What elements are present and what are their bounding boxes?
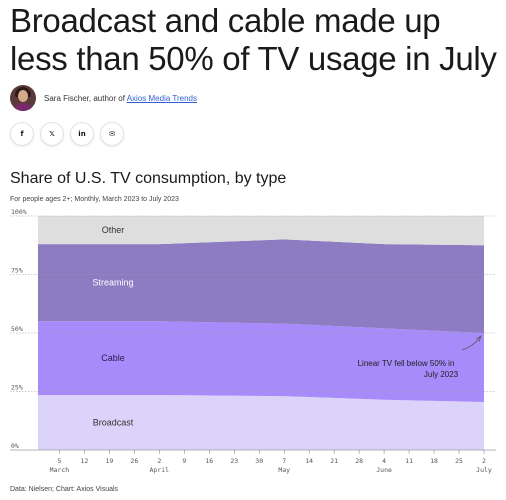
x-tick-label: 14 <box>305 457 313 465</box>
annotation-arrow <box>461 336 481 351</box>
annotation: Linear TV fell below 50% in July 2023 <box>358 335 482 379</box>
x-month-label: June <box>376 466 392 474</box>
x-axis-ticks: 5 12 19 26 2 9 16 23 30 7 14 21 28 4 11 18 25 2 March April… <box>50 450 492 474</box>
x-tick-label: 23 <box>230 457 238 465</box>
x-tick-label: 19 <box>105 457 113 465</box>
x-tick-label: 2 <box>157 457 161 465</box>
series-label-streaming: Streaming <box>92 278 133 288</box>
twitter-icon: 𝕏 <box>49 130 55 138</box>
x-tick-label: 28 <box>355 457 363 465</box>
x-tick-label: 9 <box>182 457 186 465</box>
x-tick-label: 25 <box>455 457 463 465</box>
x-month-label: July <box>476 466 492 474</box>
article-headline: Broadcast and cable made up less than 50… <box>10 2 497 77</box>
byline-text: Sara Fischer, author of Axios Media Tren… <box>44 94 197 103</box>
annotation-arrowhead <box>475 335 482 343</box>
series-label-broadcast: Broadcast <box>93 418 134 428</box>
byline: Sara Fischer, author of Axios Media Tren… <box>10 84 197 112</box>
x-tick-label: 5 <box>57 457 61 465</box>
x-tick-label: 16 <box>205 457 213 465</box>
series-label-cable: Cable <box>101 353 125 363</box>
newsletter-link[interactable]: Axios Media Trends <box>126 93 197 103</box>
x-tick-label: 30 <box>255 457 263 465</box>
series-label-other: Other <box>102 225 125 235</box>
y-tick-label: 0% <box>11 442 19 450</box>
y-tick-label: 100% <box>11 208 27 216</box>
source-note: Data: Nielsen; Chart: Axios Visuals <box>10 486 119 493</box>
chart-subtitle: For people ages 2+; Monthly, March 2023 … <box>10 196 179 203</box>
x-month-label: March <box>50 466 70 474</box>
y-tick-label: 50% <box>11 325 23 333</box>
x-tick-label: 26 <box>130 457 138 465</box>
linkedin-share-button[interactable]: in <box>70 122 94 146</box>
gridlines <box>10 215 496 451</box>
area-streaming <box>38 239 484 333</box>
y-axis-labels: 0% 25% 50% 75% 100% <box>11 208 27 450</box>
byline-prefix: Sara Fischer, author of <box>44 93 127 103</box>
area-other <box>38 216 484 246</box>
series-labels: Broadcast Cable Streaming Other <box>92 225 133 428</box>
x-tick-label: 7 <box>282 457 286 465</box>
annotation-line-2: July 2023 <box>424 370 459 379</box>
area-broadcast <box>38 395 484 450</box>
x-tick-label: 21 <box>330 457 338 465</box>
facebook-icon: f <box>20 130 24 138</box>
email-share-button[interactable]: ✉ <box>100 122 124 146</box>
x-tick-label: 18 <box>430 457 438 465</box>
share-bar: f 𝕏 in ✉ <box>10 122 124 146</box>
x-month-label: May <box>278 466 290 474</box>
email-icon: ✉ <box>109 130 115 138</box>
chart-title: Share of U.S. TV consumption, by type <box>10 170 287 187</box>
area-cable <box>38 321 484 403</box>
x-tick-label: 4 <box>382 457 386 465</box>
x-tick-label: 2 <box>482 457 486 465</box>
author-avatar[interactable] <box>10 85 36 111</box>
y-tick-label: 25% <box>11 384 23 392</box>
linkedin-icon: in <box>78 130 86 138</box>
annotation-line-1: Linear TV fell below 50% in <box>358 359 455 368</box>
x-tick-label: 12 <box>80 457 88 465</box>
area-layers <box>38 216 484 450</box>
x-tick-label: 11 <box>405 457 413 465</box>
facebook-share-button[interactable]: f <box>10 122 34 146</box>
y-tick-label: 75% <box>11 267 23 275</box>
x-month-label: April <box>150 466 170 474</box>
twitter-share-button[interactable]: 𝕏 <box>40 122 64 146</box>
